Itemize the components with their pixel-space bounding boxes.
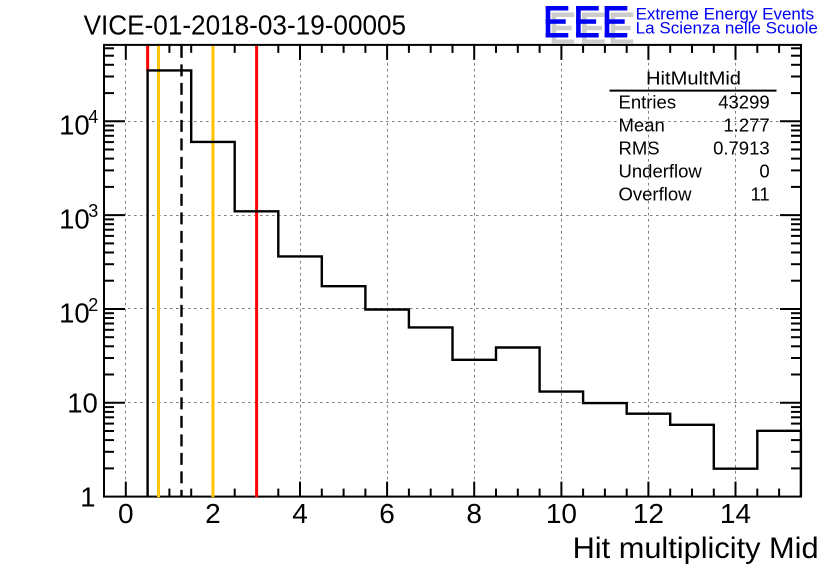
svg-text:RMS: RMS xyxy=(619,138,660,159)
svg-text:0: 0 xyxy=(118,498,134,529)
svg-text:6: 6 xyxy=(379,498,395,529)
svg-text:10: 10 xyxy=(59,110,90,141)
svg-text:VICE-01-2018-03-19-00005: VICE-01-2018-03-19-00005 xyxy=(84,9,407,40)
svg-text:11: 11 xyxy=(750,184,769,205)
svg-text:12: 12 xyxy=(633,498,664,529)
svg-text:1.277: 1.277 xyxy=(723,115,769,136)
svg-text:4: 4 xyxy=(292,498,308,529)
svg-text:0.7913: 0.7913 xyxy=(713,138,770,159)
svg-text:10: 10 xyxy=(59,297,90,328)
svg-text:Entries: Entries xyxy=(619,92,677,113)
svg-text:2: 2 xyxy=(88,295,98,315)
svg-text:Overflow: Overflow xyxy=(619,184,693,205)
svg-text:1: 1 xyxy=(80,482,95,513)
svg-text:2: 2 xyxy=(205,498,221,529)
svg-text:La Scienza nelle Scuole: La Scienza nelle Scuole xyxy=(636,19,818,38)
svg-text:8: 8 xyxy=(466,498,482,529)
svg-text:Underflow: Underflow xyxy=(619,161,703,182)
svg-text:10: 10 xyxy=(67,387,98,418)
svg-text:0: 0 xyxy=(759,161,769,182)
svg-text:Mean: Mean xyxy=(619,115,665,136)
svg-text:Hit multiplicity Mid: Hit multiplicity Mid xyxy=(573,532,819,565)
svg-text:Extreme Energy Events: Extreme Energy Events xyxy=(636,4,815,23)
svg-text:10: 10 xyxy=(546,498,577,529)
svg-text:14: 14 xyxy=(720,498,751,529)
svg-text:3: 3 xyxy=(88,201,98,221)
svg-text:43299: 43299 xyxy=(718,92,769,113)
svg-text:10: 10 xyxy=(59,203,90,234)
svg-text:HitMultMid: HitMultMid xyxy=(646,67,741,88)
svg-text:4: 4 xyxy=(88,107,98,127)
